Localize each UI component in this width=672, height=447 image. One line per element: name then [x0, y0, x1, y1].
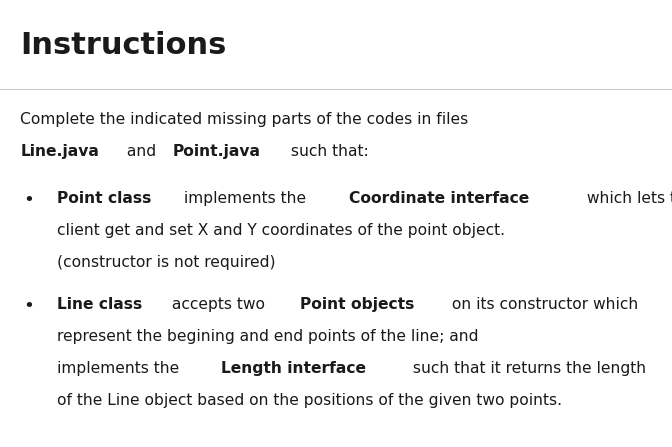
Text: and: and	[122, 144, 161, 159]
Text: Coordinate interface: Coordinate interface	[349, 190, 530, 206]
Text: •: •	[24, 190, 34, 209]
Text: such that it returns the length: such that it returns the length	[409, 361, 646, 376]
Text: of the Line object based on the positions of the given two points.: of the Line object based on the position…	[57, 393, 562, 409]
Text: accepts two: accepts two	[167, 297, 270, 312]
Text: (constructor is not required): (constructor is not required)	[57, 255, 276, 270]
Text: implements the: implements the	[57, 361, 184, 376]
Text: such that:: such that:	[286, 144, 368, 159]
Text: represent the begining and end points of the line; and: represent the begining and end points of…	[57, 329, 478, 344]
Text: which lets the: which lets the	[582, 190, 672, 206]
Text: on its constructor which: on its constructor which	[448, 297, 638, 312]
Text: Point.java: Point.java	[172, 144, 260, 159]
Text: client get and set X and Y coordinates of the point object.: client get and set X and Y coordinates o…	[57, 223, 505, 238]
Text: Length interface: Length interface	[221, 361, 366, 376]
Text: Point objects: Point objects	[300, 297, 414, 312]
Text: implements the: implements the	[179, 190, 311, 206]
Text: •: •	[24, 297, 34, 315]
Text: Line.java: Line.java	[20, 144, 99, 159]
Text: Point class: Point class	[57, 190, 151, 206]
Text: Line class: Line class	[57, 297, 142, 312]
Text: Instructions: Instructions	[20, 31, 226, 60]
Text: Complete the indicated missing parts of the codes in files: Complete the indicated missing parts of …	[20, 112, 468, 127]
